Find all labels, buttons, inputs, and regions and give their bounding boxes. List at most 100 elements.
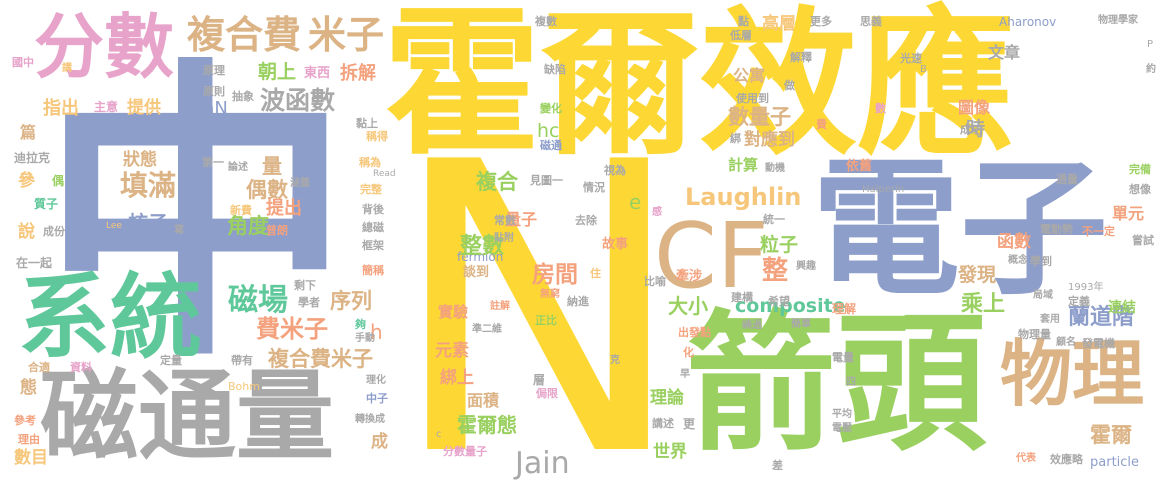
word: 早 (680, 369, 690, 380)
word: 偶數 (246, 178, 288, 202)
word: 乘上 (961, 292, 1006, 317)
word: 住 (590, 267, 601, 280)
word: 更 (683, 417, 696, 431)
word: 複數 (535, 15, 557, 28)
word: 序列 (330, 289, 372, 313)
word: 高層 (762, 14, 796, 34)
word: 磁通 (540, 139, 562, 152)
word: c (436, 429, 442, 440)
word: 完整 (360, 183, 382, 196)
word: 套用 (1040, 314, 1060, 325)
word: 稱為 (359, 156, 381, 169)
word: Read (373, 169, 396, 179)
word: 東西 (304, 66, 331, 81)
word: 動機 (765, 163, 785, 174)
word: 偶 (52, 174, 65, 188)
word: 轉換成 (355, 414, 385, 425)
word: 談到 (463, 265, 490, 280)
word: 不一定 (1082, 225, 1115, 238)
word: 參考 (14, 414, 36, 427)
word: 理化 (366, 375, 386, 386)
word: 見圖一 (530, 174, 563, 187)
word: 房間 (532, 262, 578, 288)
word: 克 (610, 355, 620, 366)
word: 世界 (653, 442, 687, 462)
word: 去除 (575, 214, 597, 227)
word: 數 (875, 102, 886, 115)
word: 寫 (174, 225, 184, 236)
word: Lee (106, 221, 122, 231)
word: Bohm (228, 380, 260, 393)
word: 學到 (1030, 255, 1052, 268)
word: 箭頭 (686, 298, 987, 472)
word: 使用到 (736, 92, 769, 105)
word: 講 (62, 63, 72, 74)
word: 指出 (43, 98, 79, 119)
word: 簡稱 (362, 264, 384, 277)
word: 涵蓋 (290, 178, 310, 189)
word: 填滿 (120, 169, 177, 202)
word: 函數 (997, 232, 1031, 252)
word: 低層 (730, 29, 752, 42)
word: 成份 (43, 225, 65, 238)
word: Halperin (862, 184, 905, 195)
word: 興趣 (796, 261, 816, 272)
word: 磁場 (228, 283, 288, 318)
word: 四 (846, 377, 856, 388)
word: 拆解 (340, 63, 376, 84)
word: particle (1090, 455, 1140, 470)
word: 講述 (652, 417, 674, 430)
word: 蘭道階 (1068, 305, 1135, 330)
word: 公寓 (733, 66, 766, 85)
word: 牽涉 (676, 269, 703, 284)
word: 做 (784, 79, 795, 92)
word: 完備 (1129, 163, 1151, 176)
word: B (920, 64, 927, 75)
word: 思義 (860, 15, 882, 28)
word: 電動勢 (1040, 223, 1073, 236)
word: 中 (40, 34, 352, 398)
word: 貼附 (494, 233, 514, 244)
word: 電壓 (832, 423, 852, 434)
word: N (388, 79, 687, 482)
word: 態 (20, 378, 37, 398)
word: 情況 (583, 181, 605, 194)
word: 依舊 (846, 159, 873, 174)
word: 解釋 (790, 51, 812, 64)
word: 1993年 (1068, 282, 1104, 293)
word: 參 (18, 171, 35, 191)
word: 發現 (958, 264, 997, 286)
word: 量 (262, 154, 282, 178)
word: 原則 (203, 85, 225, 98)
word: 原理 (203, 64, 225, 77)
word: 理解 (832, 302, 857, 316)
word: 理由 (18, 433, 40, 446)
word: 希望 (768, 295, 790, 308)
word: 資料 (70, 361, 92, 374)
word: 質子 (34, 197, 59, 211)
word: 成功 (960, 123, 982, 136)
word: 迪拉克 (14, 151, 51, 165)
word: 霍爾 (1090, 423, 1132, 447)
word: 手動 (355, 333, 375, 344)
word: 狀態 (123, 150, 157, 170)
word: 元素 (435, 341, 469, 361)
word: 視為 (604, 164, 626, 177)
word: 分數 (34, 6, 174, 88)
word: 無窮 (540, 289, 560, 300)
word: 帶有 (231, 354, 253, 367)
word: 合適 (28, 361, 50, 374)
word: 文章 (988, 43, 1021, 62)
word: 提供 (127, 98, 161, 118)
word: 出發點 (678, 326, 711, 339)
word: 論述 (228, 162, 248, 173)
word: 電量 (832, 351, 854, 364)
word: 時 (966, 118, 986, 140)
word: 平均 (832, 409, 852, 420)
word: 物理學家 (1098, 15, 1138, 26)
word: 比喻 (644, 275, 666, 288)
word: 想像 (1129, 183, 1151, 196)
word: 面積 (467, 391, 500, 410)
word: 波函數 (260, 86, 336, 115)
